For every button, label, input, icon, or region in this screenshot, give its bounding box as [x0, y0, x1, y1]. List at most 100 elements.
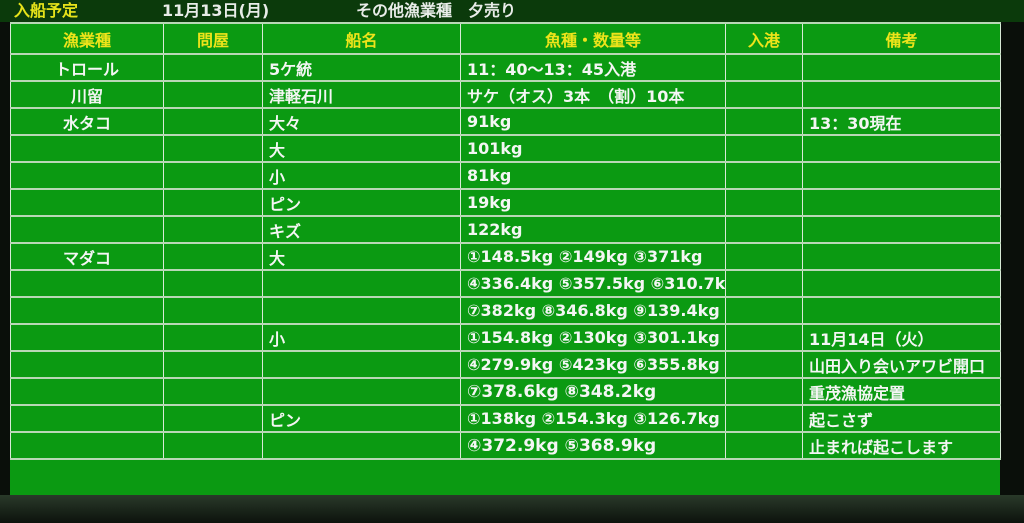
cell-arrival: [725, 53, 803, 82]
table-row: ④279.9kg ⑤423kg ⑥355.8kg 山田入り会いアワビ開口: [10, 350, 1001, 379]
board-category: その他漁業種 夕売り: [356, 1, 517, 20]
cell-arrival: [725, 404, 803, 433]
cell-vessel-name: [262, 377, 461, 406]
cell-vessel-name: 津軽石川: [262, 80, 461, 109]
cell-vessel-name: [262, 296, 461, 325]
cell-arrival: [725, 323, 803, 352]
cell-fishery-type: 水タコ: [10, 107, 164, 136]
cell-species-quantity: ⑦378.6kg ⑧348.2kg: [460, 377, 726, 406]
cell-wholesaler: [163, 80, 263, 109]
cell-vessel-name: [262, 431, 461, 460]
cell-fishery-type: マダコ: [10, 242, 164, 271]
table-row: マダコ 大 ①148.5kg ②149kg ③371kg: [10, 242, 1001, 271]
table-row: ④336.4kg ⑤357.5kg ⑥310.7kg: [10, 269, 1001, 298]
column-header-fishery-type: 漁業種: [10, 22, 164, 55]
cell-wholesaler: [163, 53, 263, 82]
cell-species-quantity: ④372.9kg ⑤368.9kg: [460, 431, 726, 460]
table-row: キズ 122kg: [10, 215, 1001, 244]
cell-species-quantity: 19kg: [460, 188, 726, 217]
cell-fishery-type: [10, 188, 164, 217]
cell-vessel-name: 大: [262, 134, 461, 163]
cell-vessel-name: [262, 269, 461, 298]
table-row: ピン ①138kg ②154.3kg ③126.7kg 起こさず: [10, 404, 1001, 433]
table-row: ⑦382kg ⑧346.8kg ⑨139.4kg: [10, 296, 1001, 325]
cell-wholesaler: [163, 269, 263, 298]
board-title: 入船予定: [14, 1, 79, 20]
cell-remarks: [802, 161, 1001, 190]
cell-remarks: [802, 188, 1001, 217]
cell-species-quantity: 101kg: [460, 134, 726, 163]
cell-species-quantity: ④279.9kg ⑤423kg ⑥355.8kg: [460, 350, 726, 379]
cell-arrival: [725, 161, 803, 190]
cell-remarks: 重茂漁協定置: [802, 377, 1001, 406]
cell-remarks: [802, 242, 1001, 271]
cell-wholesaler: [163, 242, 263, 271]
column-header-remarks: 備考: [802, 22, 1001, 55]
table-header-row: 漁業種 問屋 船名 魚種・数量等 入港 備考: [10, 22, 1001, 55]
cell-remarks: [802, 215, 1001, 244]
cell-fishery-type: [10, 134, 164, 163]
cell-fishery-type: [10, 215, 164, 244]
cell-arrival: [725, 80, 803, 109]
cell-species-quantity: サケ（オス）3本 （割）10本: [460, 80, 726, 109]
cell-species-quantity: ①148.5kg ②149kg ③371kg: [460, 242, 726, 271]
board-title-bar: 入船予定 11月13日(月) その他漁業種 夕売り: [0, 0, 1024, 22]
cell-remarks: [802, 296, 1001, 325]
table-row: 川留 津軽石川 サケ（オス）3本 （割）10本: [10, 80, 1001, 109]
cell-remarks: [802, 269, 1001, 298]
table-row: 大 101kg: [10, 134, 1001, 163]
cell-vessel-name: 小: [262, 161, 461, 190]
table-row: 小 ①154.8kg ②130kg ③301.1kg 11月14日（火）: [10, 323, 1001, 352]
cell-wholesaler: [163, 134, 263, 163]
cell-species-quantity: 91kg: [460, 107, 726, 136]
cell-arrival: [725, 134, 803, 163]
cell-species-quantity: ①154.8kg ②130kg ③301.1kg: [460, 323, 726, 352]
column-header-vessel-name: 船名: [262, 22, 461, 55]
cell-fishery-type: [10, 377, 164, 406]
table-row: 水タコ 大々 91kg 13：30現在: [10, 107, 1001, 136]
cell-wholesaler: [163, 350, 263, 379]
table-row: ⑦378.6kg ⑧348.2kg 重茂漁協定置: [10, 377, 1001, 406]
table-row: 小 81kg: [10, 161, 1001, 190]
cell-species-quantity: 122kg: [460, 215, 726, 244]
cell-vessel-name: ピン: [262, 188, 461, 217]
cell-wholesaler: [163, 215, 263, 244]
cell-species-quantity: ④336.4kg ⑤357.5kg ⑥310.7kg: [460, 269, 726, 298]
cell-remarks: 山田入り会いアワビ開口: [802, 350, 1001, 379]
cell-fishery-type: トロール: [10, 53, 164, 82]
cell-arrival: [725, 215, 803, 244]
cell-remarks: 11月14日（火）: [802, 323, 1001, 352]
cell-vessel-name: [262, 350, 461, 379]
cell-species-quantity: 81kg: [460, 161, 726, 190]
cell-vessel-name: ピン: [262, 404, 461, 433]
cell-remarks: 13：30現在: [802, 107, 1001, 136]
cell-vessel-name: 小: [262, 323, 461, 352]
cell-remarks: 止まれば起こします: [802, 431, 1001, 460]
cell-fishery-type: [10, 431, 164, 460]
cell-vessel-name: キズ: [262, 215, 461, 244]
cell-wholesaler: [163, 296, 263, 325]
table-row: ピン 19kg: [10, 188, 1001, 217]
cell-arrival: [725, 296, 803, 325]
cell-vessel-name: 大: [262, 242, 461, 271]
cell-vessel-name: 大々: [262, 107, 461, 136]
cell-species-quantity: ⑦382kg ⑧346.8kg ⑨139.4kg: [460, 296, 726, 325]
cell-vessel-name: 5ケ統: [262, 53, 461, 82]
cell-arrival: [725, 377, 803, 406]
cell-fishery-type: [10, 323, 164, 352]
arrival-schedule-board: 漁業種 問屋 船名 魚種・数量等 入港 備考 トロール 5ケ統 11：40～13：45入港 川留…: [10, 22, 1001, 495]
cell-fishery-type: [10, 296, 164, 325]
cell-remarks: [802, 53, 1001, 82]
table-row: トロール 5ケ統 11：40～13：45入港: [10, 53, 1001, 82]
cell-fishery-type: [10, 350, 164, 379]
screen-bottom-edge: [0, 495, 1024, 523]
cell-arrival: [725, 269, 803, 298]
cell-fishery-type: 川留: [10, 80, 164, 109]
cell-fishery-type: [10, 404, 164, 433]
cell-species-quantity: ①138kg ②154.3kg ③126.7kg: [460, 404, 726, 433]
column-header-species-quantity: 魚種・数量等: [460, 22, 726, 55]
table-row: ④372.9kg ⑤368.9kg 止まれば起こします: [10, 431, 1001, 460]
cell-wholesaler: [163, 188, 263, 217]
board-date: 11月13日(月): [162, 1, 270, 20]
cell-arrival: [725, 242, 803, 271]
